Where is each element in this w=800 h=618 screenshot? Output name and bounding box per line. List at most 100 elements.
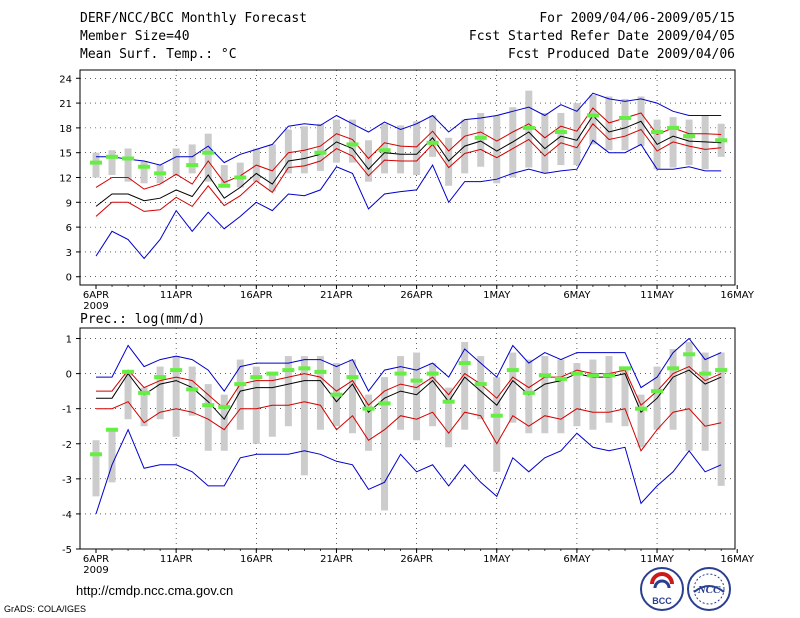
ensemble-range-bar [541,356,549,434]
observed-marker [667,125,680,130]
ensemble-range-bar [509,352,517,423]
y-tick-label: -2 [62,440,72,451]
observed-marker [522,125,535,130]
source-url[interactable]: http://cmdp.ncc.cma.gov.cn [76,583,234,598]
ensemble-range-bar [381,377,389,511]
observed-marker [618,366,631,371]
y-tick-label: 0 [66,370,72,381]
ensemble-range-bar [124,373,132,420]
x-tick-label: 21APR [320,290,353,301]
observed-marker [554,130,567,135]
observed-marker [410,378,423,383]
chart-title: DERF/NCC/BCC Monthly Forecast [80,11,307,26]
observed-marker [138,164,151,169]
forecast-produced-date: Fcst Produced Date 2009/04/06 [508,47,735,62]
ensemble-range-bar [172,148,180,176]
observed-marker [202,150,215,155]
observed-marker [346,375,359,380]
x-tick-label: 11APR [160,290,193,301]
observed-marker [218,183,231,188]
observed-marker [442,399,455,404]
y-tick-label: -3 [62,475,72,486]
ensemble-range-bar [140,387,148,427]
y-tick-label: 9 [66,198,72,209]
observed-marker [667,366,680,371]
ensemble-range-bar [429,115,437,157]
ensemble-range-bar [220,394,228,451]
y-tick-label: 1 [66,335,72,346]
ensemble-range-bar [236,359,244,430]
x-tick-label: 21APR [320,554,353,565]
ensemble-range-bar [108,429,116,483]
ensemble-range-bar [701,352,709,451]
x-tick-label: 6MAY [563,554,591,565]
ensemble-range-bar [348,119,356,163]
bcc-logo-text: BCC [652,596,672,606]
ensemble-range-bar [621,98,629,151]
x-tick-label: 11APR [160,554,193,565]
observed-marker [618,115,631,120]
outer-lower-line [95,139,722,260]
x-year-label: 2009 [83,565,108,576]
observed-marker [378,148,391,153]
outer-upper-line [96,337,722,393]
ensemble-range-bar [525,359,533,434]
observed-marker [106,427,119,432]
ensemble-range-bar [573,363,581,427]
observed-marker [651,389,664,394]
observed-marker [586,373,599,378]
variable-label: Mean Surf. Temp.: °C [80,47,237,62]
ensemble-range-bar [172,356,180,437]
ensemble-mean-line [96,369,722,421]
ensemble-range-bar [589,94,597,145]
panel-temp: 0 3 6 9 12 15 18 21 24 6APR 11APR 16APR 21APR 26APR 1M… [59,69,755,312]
observed-marker [570,371,583,376]
observed-marker [651,130,664,135]
observed-marker [394,371,407,376]
ensemble-range-bar [284,356,292,427]
forecast-period: For 2009/04/06-2009/05/15 [539,11,735,26]
ensemble-range-bar [429,363,437,427]
observed-marker [186,163,199,168]
observed-marker [586,113,599,118]
ensemble-range-bar [461,342,469,430]
observed-marker [602,373,615,378]
ensemble-mean-line [95,114,722,207]
observed-marker [186,387,199,392]
observed-marker [635,406,648,411]
ensemble-range-bar [573,103,581,166]
ensemble-range-bar [477,356,485,420]
ensemble-range-bar [204,133,212,182]
observed-marker [346,142,359,147]
ensemble-range-bar [685,119,693,166]
observed-marker [715,138,728,143]
x-tick-label: 16APR [240,554,273,565]
ensemble-range-bar [316,123,324,171]
observed-marker [154,171,167,176]
observed-marker [202,403,215,408]
ensemble-range-bar [557,113,565,166]
observed-marker [538,373,551,378]
y-tick-label: 12 [59,174,72,185]
ensemble-range-bar [220,165,228,188]
ensemble-range-bar [397,125,405,174]
ensemble-range-bar [108,150,116,176]
x-tick-label: 11MAY [640,290,674,301]
ensemble-range-bar [140,160,148,184]
ensemble-range-bar [236,162,244,188]
observed-marker [138,390,151,395]
ensemble-range-bar [541,113,549,174]
x-tick-label: 6APR [83,554,109,565]
y-tick-label: -5 [62,545,72,556]
ensemble-range-bar [252,366,260,444]
x-tick-label: 16APR [240,290,273,301]
observed-marker [122,156,135,161]
ensemble-range-bar [557,359,565,434]
y-tick-label: 3 [66,248,72,259]
member-size-label: Member Size=40 [80,29,190,44]
observed-marker [683,352,696,357]
x-tick-label: 26APR [400,554,433,565]
observed-marker [362,406,375,411]
observed-marker [298,366,311,371]
plot-frame [79,327,736,550]
